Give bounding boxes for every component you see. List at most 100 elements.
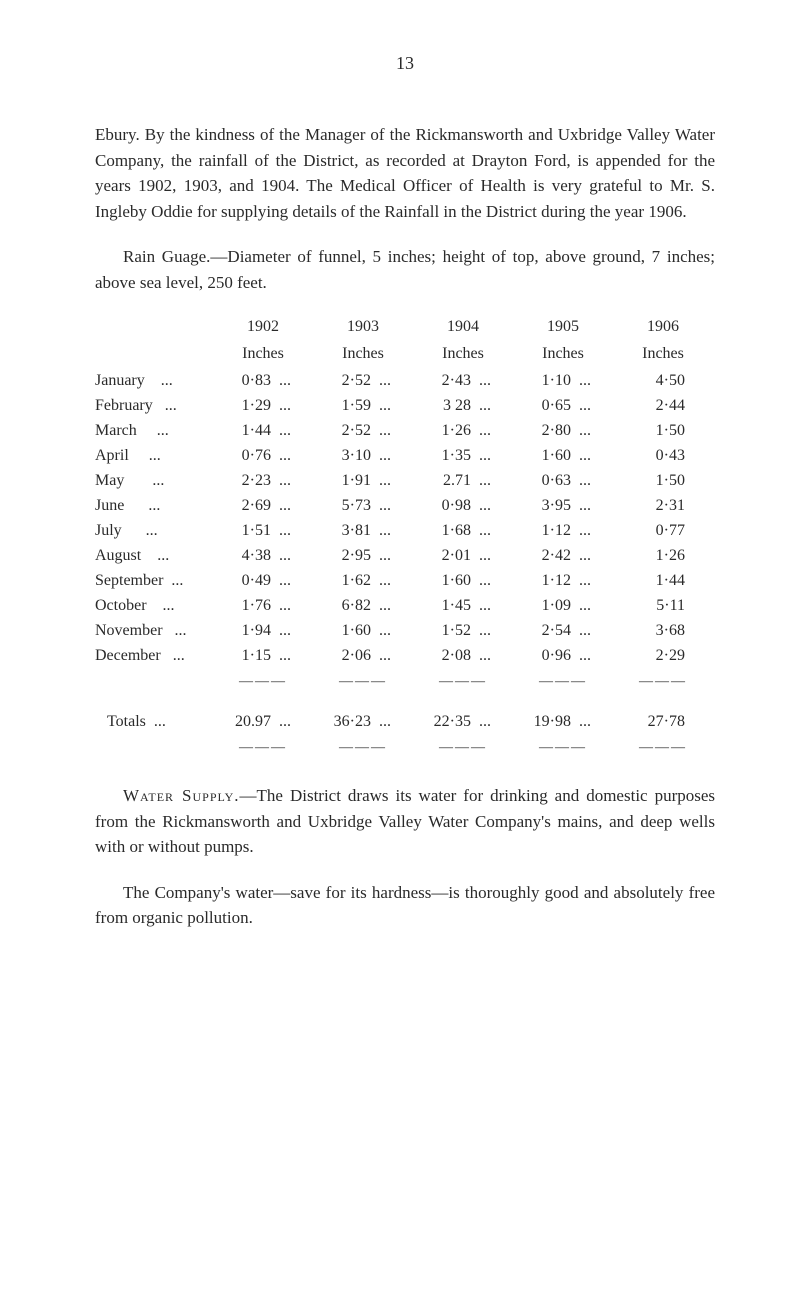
total-cell: 22·35... xyxy=(413,710,513,734)
data-cell: 2·80... xyxy=(513,419,613,443)
year-1902: 1902 xyxy=(213,315,313,339)
data-cell: 1·60... xyxy=(313,619,413,643)
data-cell: 1·51... xyxy=(213,519,313,543)
data-cell: 3·95... xyxy=(513,494,613,518)
paragraph-rain-guage: Rain Guage.—Diameter of funnel, 5 inches… xyxy=(95,244,715,295)
total-cell: 20.97... xyxy=(213,710,313,734)
data-cell: 1·10... xyxy=(513,369,613,393)
table-row: February ...1·29...1·59...3 28...0·65...… xyxy=(95,394,715,418)
data-cell: 0·83... xyxy=(213,369,313,393)
data-cell: 2·95... xyxy=(313,544,413,568)
data-cell: 1·60... xyxy=(413,569,513,593)
paragraph-ebury: Ebury. By the kindness of the Manager of… xyxy=(95,122,715,224)
data-cell: 2·31 xyxy=(613,494,713,518)
data-cell: 1·15... xyxy=(213,644,313,668)
year-1904: 1904 xyxy=(413,315,513,339)
table-body: January ...0·83...2·52...2·43...1·10...4… xyxy=(95,369,715,668)
unit-3: Inches xyxy=(413,342,513,366)
data-cell: 1·50 xyxy=(613,419,713,443)
dash-row-bottom: ——— ——— ——— ——— ——— xyxy=(95,737,715,758)
data-cell: 4·38... xyxy=(213,544,313,568)
table-row: August ...4·38...2·95...2·01...2·42...1·… xyxy=(95,544,715,568)
data-cell: 1·60... xyxy=(513,444,613,468)
totals-row: Totals ... 20.97... 36·23... 22·35... 19… xyxy=(95,710,715,734)
data-cell: 3·81... xyxy=(313,519,413,543)
table-year-header-row: 1902 1903 1904 1905 1906 xyxy=(95,315,715,339)
data-cell: 1·09... xyxy=(513,594,613,618)
data-cell: 1·26 xyxy=(613,544,713,568)
paragraph-company-water: The Company's water—save for its hardnes… xyxy=(95,880,715,931)
data-cell: 2·42... xyxy=(513,544,613,568)
data-cell: 2·43... xyxy=(413,369,513,393)
month-cell: April ... xyxy=(95,444,213,468)
totals-label: Totals xyxy=(107,713,146,730)
year-1903: 1903 xyxy=(313,315,413,339)
table-row: November ...1·94...1·60...1·52...2·54...… xyxy=(95,619,715,643)
unit-1: Inches xyxy=(213,342,313,366)
data-cell: 1·29... xyxy=(213,394,313,418)
data-cell: 0·49... xyxy=(213,569,313,593)
table-row: January ...0·83...2·52...2·43...1·10...4… xyxy=(95,369,715,393)
data-cell: 0·96... xyxy=(513,644,613,668)
data-cell: 3·10... xyxy=(313,444,413,468)
data-cell: 0·98... xyxy=(413,494,513,518)
data-cell: 5·11 xyxy=(613,594,713,618)
data-cell: 1·45... xyxy=(413,594,513,618)
totals-label-cell: Totals ... xyxy=(95,710,213,734)
year-1906: 1906 xyxy=(613,315,713,339)
table-row: October ...1·76...6·82...1·45...1·09...5… xyxy=(95,594,715,618)
data-cell: 1·59... xyxy=(313,394,413,418)
table-row: September ...0·49...1·62...1·60...1·12..… xyxy=(95,569,715,593)
data-cell: 1·44... xyxy=(213,419,313,443)
paragraph-water-supply: Water Supply.—The District draws its wat… xyxy=(95,783,715,860)
unit-5: Inches xyxy=(613,342,713,366)
year-1905: 1905 xyxy=(513,315,613,339)
month-cell: December ... xyxy=(95,644,213,668)
total-cell: 19·98... xyxy=(513,710,613,734)
data-cell: 3·68 xyxy=(613,619,713,643)
data-cell: 1·12... xyxy=(513,519,613,543)
month-cell: May ... xyxy=(95,469,213,493)
page-number: 13 xyxy=(95,50,715,77)
data-cell: 0·65... xyxy=(513,394,613,418)
total-cell: 27·78 xyxy=(613,710,713,734)
data-cell: 5·73... xyxy=(313,494,413,518)
data-cell: 1·50 xyxy=(613,469,713,493)
data-cell: 1·91... xyxy=(313,469,413,493)
data-cell: 1·44 xyxy=(613,569,713,593)
table-row: May ...2·23...1·91...2.71...0·63...1·50 xyxy=(95,469,715,493)
month-cell: July ... xyxy=(95,519,213,543)
table-row: December ...1·15...2·06...2·08...0·96...… xyxy=(95,644,715,668)
month-cell: March ... xyxy=(95,419,213,443)
month-cell: February ... xyxy=(95,394,213,418)
month-cell: August ... xyxy=(95,544,213,568)
data-cell: 4·50 xyxy=(613,369,713,393)
water-supply-heading: Water Supply. xyxy=(123,786,240,805)
table-row: March ...1·44...2·52...1·26...2·80...1·5… xyxy=(95,419,715,443)
data-cell: 1·94... xyxy=(213,619,313,643)
total-cell: 36·23... xyxy=(313,710,413,734)
data-cell: 2·69... xyxy=(213,494,313,518)
month-cell: October ... xyxy=(95,594,213,618)
data-cell: 2·54... xyxy=(513,619,613,643)
data-cell: 1·62... xyxy=(313,569,413,593)
blank-unit xyxy=(95,342,213,366)
data-cell: 2·23... xyxy=(213,469,313,493)
table-unit-header-row: Inches Inches Inches Inches Inches xyxy=(95,342,715,366)
data-cell: 2·44 xyxy=(613,394,713,418)
blank-header xyxy=(95,315,213,339)
data-cell: 1·68... xyxy=(413,519,513,543)
data-cell: 3 28... xyxy=(413,394,513,418)
data-cell: 1·76... xyxy=(213,594,313,618)
data-cell: 0·43 xyxy=(613,444,713,468)
table-row: April ...0·76...3·10...1·35...1·60...0·4… xyxy=(95,444,715,468)
data-cell: 2·06... xyxy=(313,644,413,668)
dash-row-top: ——— ——— ——— ——— ——— xyxy=(95,671,715,692)
unit-2: Inches xyxy=(313,342,413,366)
month-cell: June ... xyxy=(95,494,213,518)
data-cell: 1·35... xyxy=(413,444,513,468)
table-row: July ...1·51...3·81...1·68...1·12...0·77 xyxy=(95,519,715,543)
data-cell: 2·52... xyxy=(313,369,413,393)
data-cell: 1·12... xyxy=(513,569,613,593)
data-cell: 1·26... xyxy=(413,419,513,443)
